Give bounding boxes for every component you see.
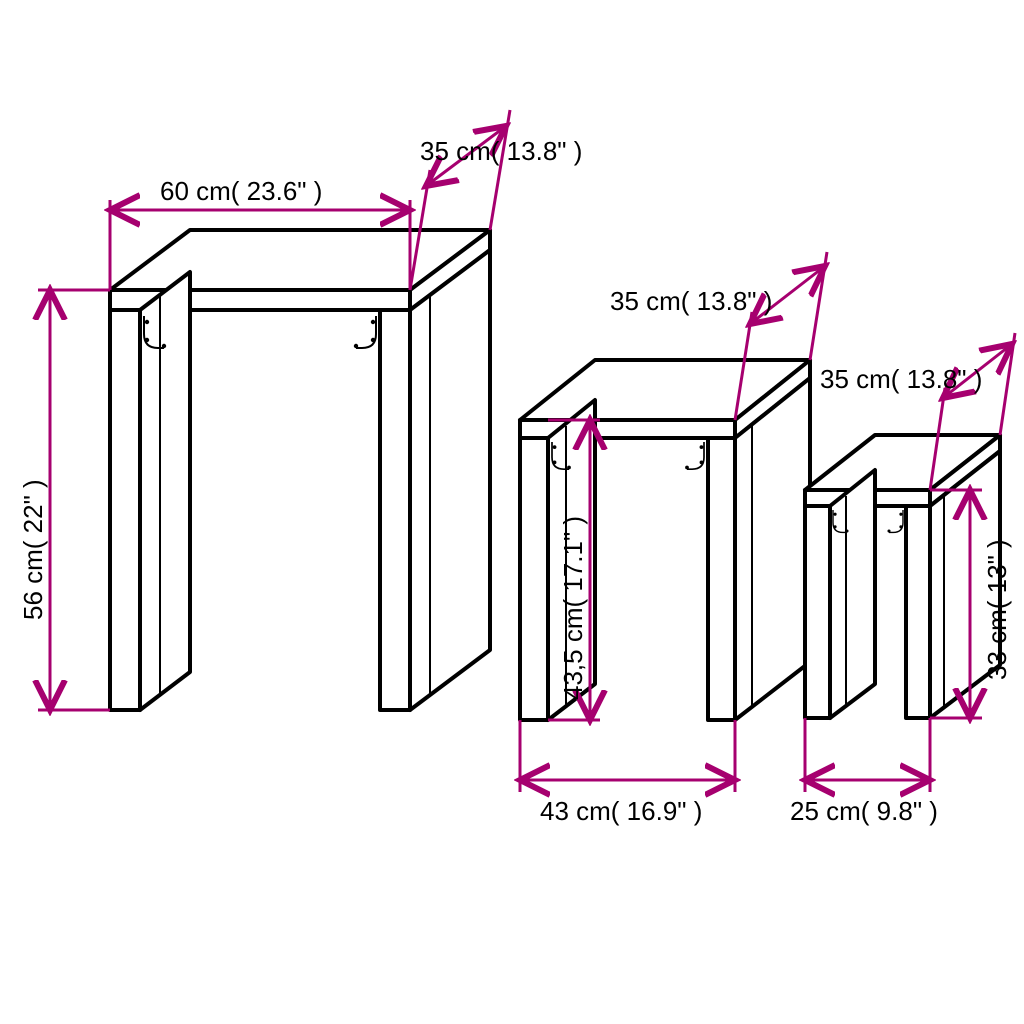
label-t2-height: 43,5 cm( 17.1" ) — [558, 516, 588, 700]
label-t2-width: 43 cm( 16.9" ) — [540, 796, 702, 826]
label-t1-height: 56 cm( 22" ) — [18, 479, 48, 620]
label-t3-depth: 35 cm( 13.8" ) — [820, 364, 982, 394]
table-large — [110, 230, 490, 710]
label-t1-depth: 35 cm( 13.8" ) — [420, 136, 582, 166]
label-t3-width: 25 cm( 9.8" ) — [790, 796, 938, 826]
label-t3-height: 33 cm( 13" ) — [982, 539, 1012, 680]
label-t1-width: 60 cm( 23.6" ) — [160, 176, 322, 206]
label-t2-depth: 35 cm( 13.8" ) — [610, 286, 772, 316]
dimension-diagram: 60 cm( 23.6" ) 35 cm( 13.8" ) 35 cm( 13.… — [0, 0, 1024, 1024]
